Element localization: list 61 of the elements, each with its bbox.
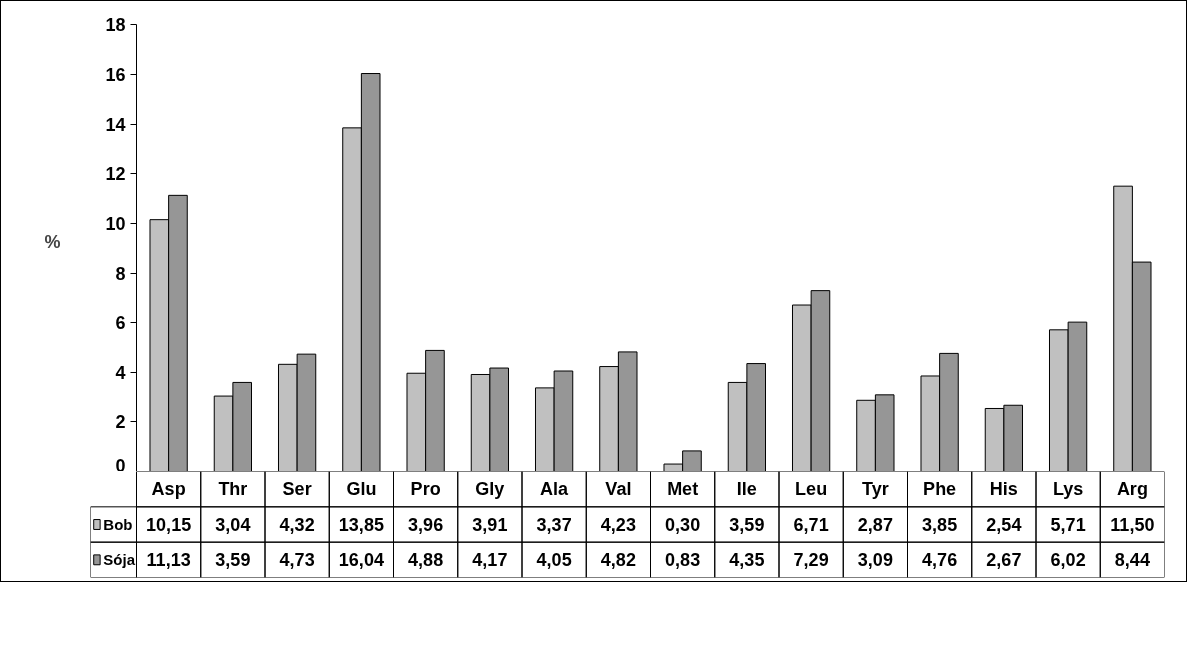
x-tick-label: Tyr xyxy=(862,479,889,500)
y-tick-label: 18 xyxy=(105,15,126,36)
data-label: 4,82 xyxy=(600,550,636,571)
data-label: 4,17 xyxy=(472,550,508,571)
data-label: 3,59 xyxy=(215,550,251,571)
x-tick-label: His xyxy=(989,479,1018,500)
x-tick-label: Gly xyxy=(475,479,505,500)
data-label: 8,44 xyxy=(1114,550,1150,571)
data-label: 11,50 xyxy=(1110,515,1155,535)
data-label: 4,32 xyxy=(279,515,315,535)
data-label: 4,05 xyxy=(536,550,572,571)
x-tick-label: Met xyxy=(667,479,699,500)
data-label: 4,88 xyxy=(408,550,444,571)
x-tick-label: Lys xyxy=(1052,479,1084,500)
y-tick-label: 6 xyxy=(115,313,126,334)
data-label: 4,73 xyxy=(279,550,315,571)
legend-label: Bob xyxy=(103,516,133,533)
x-tick-label: Asp xyxy=(151,479,186,500)
data-label: 4,76 xyxy=(922,550,958,571)
data-label: 2,67 xyxy=(986,550,1022,571)
data-label: 3,59 xyxy=(729,515,765,535)
x-tick-label: Arg xyxy=(1116,479,1148,500)
x-tick-label: Glu xyxy=(346,479,377,500)
data-label: 16,04 xyxy=(338,550,384,571)
y-tick-label: 8 xyxy=(115,263,126,284)
data-label: 0,83 xyxy=(665,550,701,571)
data-label: 0,30 xyxy=(665,515,701,535)
data-label: 3,85 xyxy=(922,515,958,535)
data-label: 10,15 xyxy=(146,515,192,535)
data-label: 3,09 xyxy=(857,550,893,571)
data-label: 3,91 xyxy=(472,515,508,535)
x-tick-label: Ser xyxy=(282,479,312,500)
x-tick-label: Pro xyxy=(410,479,441,500)
data-label: 11,13 xyxy=(146,550,191,571)
y-tick-label: 4 xyxy=(115,362,126,383)
y-tick-label: 16 xyxy=(105,65,126,86)
x-tick-label: Leu xyxy=(795,479,828,500)
data-label: 4,23 xyxy=(600,515,636,535)
x-tick-label: Val xyxy=(605,479,632,500)
data-label: 7,29 xyxy=(793,550,829,571)
x-tick-label: Ile xyxy=(736,479,757,500)
y-axis-title: % xyxy=(44,231,61,252)
data-label: 13,85 xyxy=(338,515,384,535)
x-tick-label: Ala xyxy=(540,479,570,500)
data-label: 6,71 xyxy=(793,515,829,535)
data-label: 3,96 xyxy=(408,515,444,535)
y-tick-label: 10 xyxy=(105,213,126,234)
x-tick-label: Phe xyxy=(923,479,957,500)
y-tick-label: 14 xyxy=(105,114,126,135)
legend-label: Sója xyxy=(103,551,136,569)
data-label: 4,35 xyxy=(729,550,765,571)
data-label: 3,37 xyxy=(536,515,572,535)
data-label: 5,71 xyxy=(1050,515,1086,535)
data-label: 6,02 xyxy=(1050,550,1086,571)
y-tick-label: 12 xyxy=(105,164,126,185)
x-tick-label: Thr xyxy=(218,479,248,500)
data-label: 2,54 xyxy=(986,515,1022,535)
data-label: 3,04 xyxy=(215,515,251,535)
data-label: 2,87 xyxy=(857,515,893,535)
y-tick-label: 2 xyxy=(115,412,126,433)
y-tick-label: 0 xyxy=(115,455,126,476)
